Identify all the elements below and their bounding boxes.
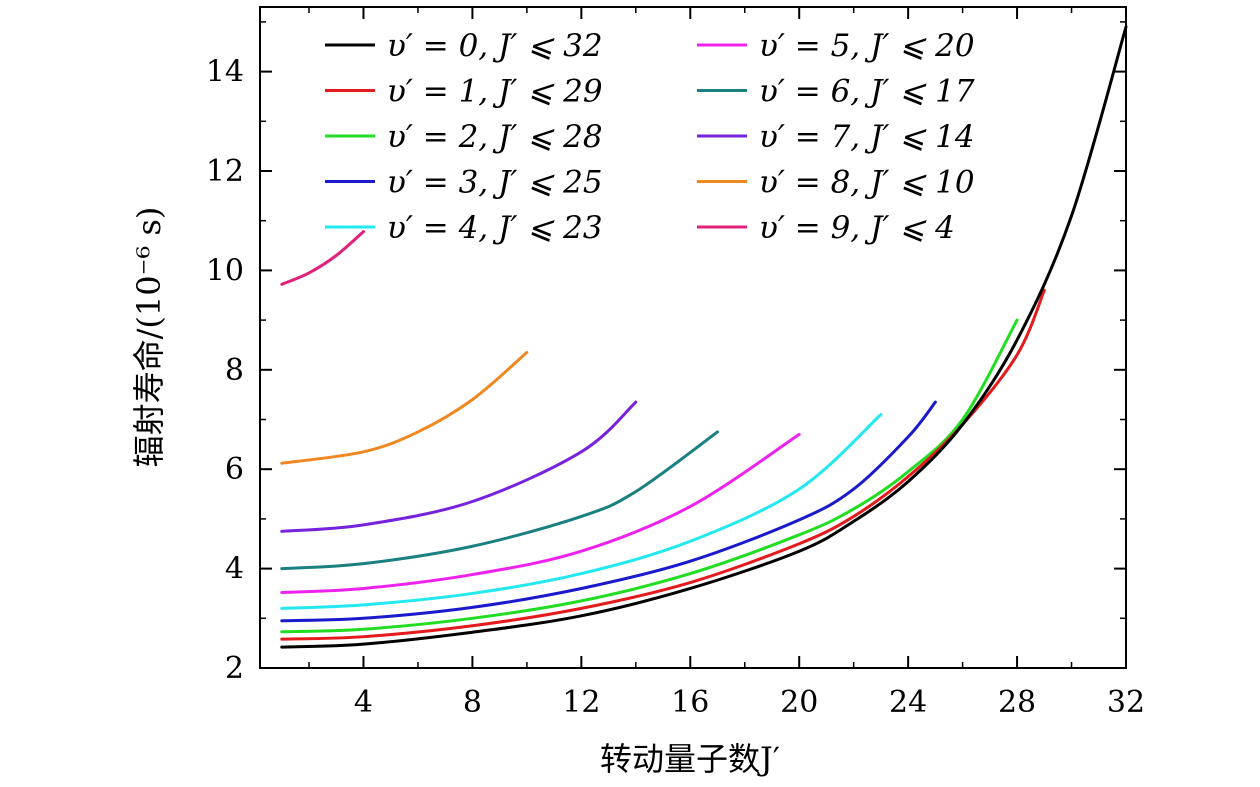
series-line-v1 (280, 288, 1046, 641)
axis-ticks (260, 7, 1127, 669)
legend-label-v7: υ′ = 7, J′ ⩽ 14 (759, 119, 975, 155)
y-tick-label: 14 (206, 55, 244, 90)
x-tick-label: 16 (671, 685, 709, 720)
legend-label-v0: υ′ = 0, J′ ⩽ 32 (387, 28, 603, 64)
legend-label-v9: υ′ = 9, J′ ⩽ 4 (759, 210, 955, 246)
x-tick-label: 28 (998, 685, 1036, 720)
x-tick-label: 12 (562, 685, 600, 720)
x-tick-label: 32 (1107, 685, 1145, 720)
series-line-v0 (280, 25, 1128, 649)
y-tick-label: 8 (225, 353, 244, 388)
x-axis-label: 转动量子数J′ (600, 740, 780, 778)
y-tick-label: 2 (225, 651, 244, 686)
series-line-v9 (280, 230, 365, 286)
y-tick-label: 12 (206, 154, 244, 189)
y-tick-label: 4 (225, 552, 244, 587)
y-tick-label: 6 (225, 452, 244, 487)
x-tick-label: 20 (780, 685, 818, 720)
legend-label-v3: υ′ = 3, J′ ⩽ 25 (387, 165, 603, 201)
series-line-v6 (280, 430, 720, 571)
series-line-v8 (280, 350, 529, 465)
x-tick-label: 8 (463, 685, 482, 720)
series-lines (280, 25, 1128, 649)
legend-label-v5: υ′ = 5, J′ ⩽ 20 (759, 28, 975, 64)
y-axis-label: 辐射寿命/(10⁻⁶ s) (130, 207, 168, 468)
y-tick-label: 10 (206, 253, 244, 288)
x-tick-label: 24 (889, 685, 927, 720)
legend-label-v6: υ′ = 6, J′ ⩽ 17 (759, 74, 975, 110)
legend-label-v1: υ′ = 1, J′ ⩽ 29 (387, 74, 603, 110)
legend-label-v4: υ′ = 4, J′ ⩽ 23 (387, 210, 603, 246)
x-tick-label: 4 (354, 685, 373, 720)
series-line-v4 (280, 413, 883, 610)
legend-label-v8: υ′ = 8, J′ ⩽ 10 (759, 165, 975, 201)
series-line-v7 (280, 400, 638, 533)
series-line-v2 (280, 318, 1019, 634)
series-line-v5 (280, 432, 801, 594)
series-line-v3 (280, 400, 937, 623)
plot-area-frame (259, 6, 1127, 669)
legend: υ′ = 0, J′ ⩽ 32 υ′ = 1, J′ ⩽ 29 υ′ = 2, J′… (325, 28, 975, 246)
legend-label-v2: υ′ = 2, J′ ⩽ 28 (387, 119, 603, 155)
